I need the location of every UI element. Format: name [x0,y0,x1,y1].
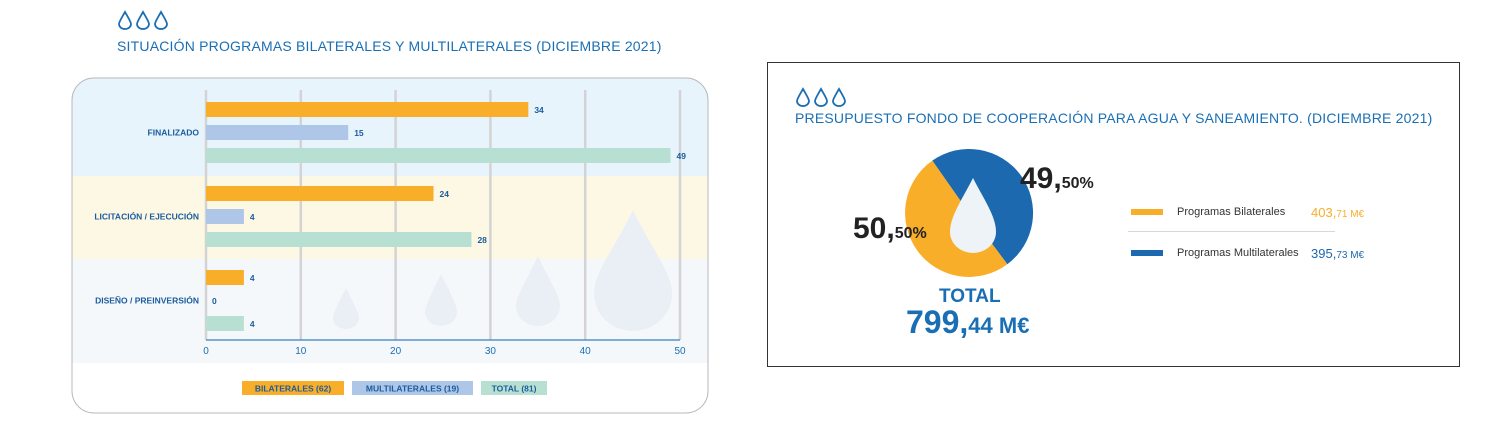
bilateral-percent-label: 50,50% [853,212,927,246]
budget-panel [767,62,1460,367]
multilateral-percent-int: 49, [1020,162,1062,195]
pie-chart [905,148,1034,277]
chart-card [71,77,709,414]
decorative-drop-icon [425,274,457,326]
x-tick-label: 40 [580,346,592,357]
bar-value-label: 4 [250,319,255,329]
center-drop-icon [950,178,996,253]
total-value: 799,44 M€ [906,304,1029,341]
legend-swatch [481,381,547,395]
legend-label: TOTAL (81) [492,384,537,394]
bar-value-label: 24 [440,189,450,199]
decorative-drop-icon [594,210,672,331]
category-label: FINALIZADO [148,128,200,138]
x-tick-label: 50 [674,346,686,357]
legend-label-multilaterales: Programas Multilaterales [1177,247,1299,259]
legend-swatch-bilaterales [1131,209,1163,215]
bilateral-percent-dec: 50% [894,225,927,242]
bar-value-label: 15 [354,128,364,138]
decorative-drop-icon [516,256,560,326]
legend-swatch [242,381,344,395]
decorative-drop-icon [333,288,359,329]
bar-value-label: 4 [250,273,255,283]
bar [206,270,244,285]
bar-value-label: 0 [212,296,217,306]
bar-value-label: 34 [534,105,544,115]
three-water-drops-icon [118,10,168,30]
bar-value-label: 49 [677,151,687,161]
legend-label-bilaterales: Programas Bilaterales [1177,206,1286,218]
three-water-drops-icon [796,87,846,107]
x-tick-label: 0 [203,346,209,357]
right-section-title: PRESUPUESTO FONDO DE COOPERACIÓN PARA AG… [795,110,1433,126]
legend-divider [1128,231,1335,232]
bar [206,186,434,201]
bar [206,102,529,117]
x-tick-label: 20 [390,346,402,357]
category-label: LICITACIÓN / EJECUCIÓN [94,211,199,222]
legend-label: BILATERALES (62) [255,384,332,394]
bar [206,209,244,224]
bar-value-label: 28 [477,235,487,245]
total-label: TOTAL [939,286,1001,307]
legend-label: MULTILATERALES (19) [366,384,459,394]
bilateral-percent-int: 50, [853,212,895,245]
bar [206,125,349,140]
category-label: DISEÑO / PREINVERSIÓN [95,295,199,306]
legend-swatch [352,381,473,395]
total-value-int: 799, [906,304,969,340]
x-tick-label: 10 [295,346,307,357]
legend-swatch-multilaterales [1131,250,1163,256]
bar-value-label: 4 [250,212,255,222]
legend-value-multilaterales: 395,73 M€ [1311,246,1365,261]
bar [206,316,244,331]
legend-value-bilaterales: 403,71 M€ [1311,205,1365,220]
x-tick-label: 30 [485,346,497,357]
bar [206,232,472,247]
bar [206,148,671,163]
multilateral-percent-label: 49,50% [1020,162,1094,196]
multilateral-percent-dec: 50% [1061,175,1094,192]
total-value-dec: 44 M€ [968,313,1030,338]
left-section-title: SITUACIÓN PROGRAMAS BILATERALES Y MULTIL… [117,38,662,54]
